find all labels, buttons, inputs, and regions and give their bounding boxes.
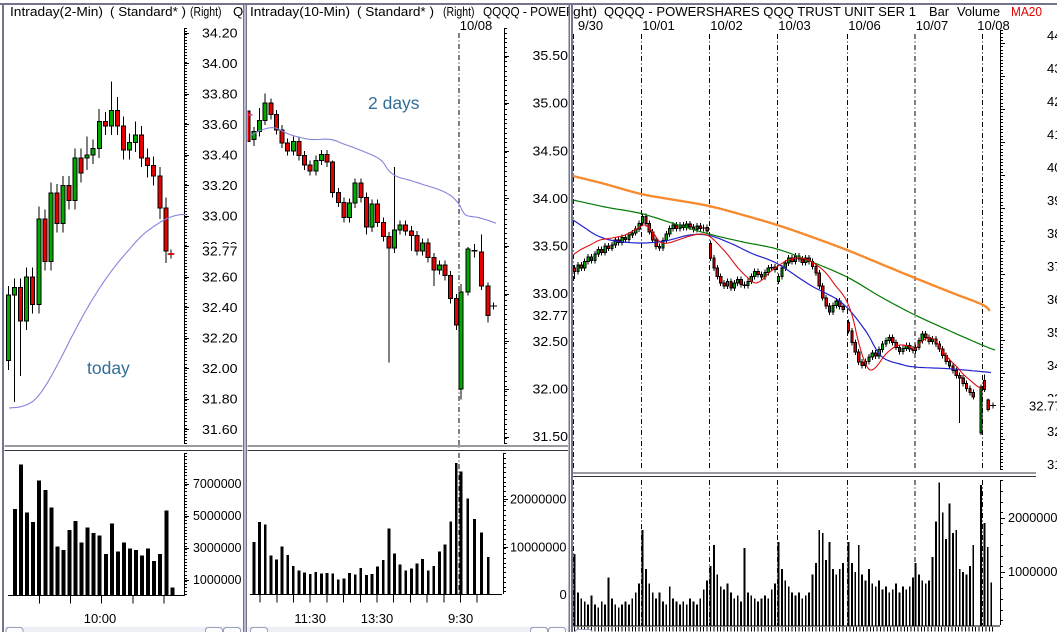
svg-text:31.80: 31.80	[202, 391, 238, 406]
svg-text:37.00: 37.00	[1047, 259, 1057, 274]
svg-text:13:30: 13:30	[361, 611, 394, 626]
svg-text:34.00: 34.00	[202, 56, 238, 71]
svg-text:34.20: 34.20	[202, 25, 238, 40]
svg-text:( Standard* ): ( Standard* )	[357, 4, 434, 19]
svg-text:today: today	[87, 358, 130, 378]
svg-text:( Standard* ): ( Standard* )	[110, 4, 186, 19]
svg-text:10:00: 10:00	[84, 611, 117, 626]
svg-text:39.00: 39.00	[1047, 193, 1057, 208]
svg-text:QQQQ: QQQQ	[233, 4, 274, 19]
svg-text:9/30: 9/30	[578, 18, 603, 33]
svg-text:42.00: 42.00	[1047, 94, 1057, 109]
svg-text:10/08: 10/08	[460, 18, 493, 33]
svg-text:41.00: 41.00	[1047, 127, 1057, 142]
svg-text:QQQQ - POWERSHARES QQQ TRUST U: QQQQ - POWERSHARES QQQ TRUST UNIT SER 1	[604, 4, 916, 19]
svg-text:5000000: 5000000	[193, 508, 242, 523]
svg-text:33.50: 33.50	[533, 239, 569, 254]
svg-text:35.50: 35.50	[533, 48, 569, 63]
svg-text:36.00: 36.00	[1047, 292, 1057, 307]
svg-text:(Right): (Right)	[443, 4, 475, 19]
svg-text:32.20: 32.20	[202, 330, 238, 345]
svg-text:Bar: Bar	[929, 4, 950, 19]
svg-text:3000000: 3000000	[193, 540, 242, 555]
svg-text:32.50: 32.50	[533, 334, 569, 349]
svg-text:34.50: 34.50	[533, 143, 569, 158]
svg-text:10/02: 10/02	[710, 18, 743, 33]
svg-text:10/08: 10/08	[977, 18, 1010, 33]
svg-text:(Right): (Right)	[190, 4, 222, 19]
svg-text:33.60: 33.60	[202, 117, 238, 132]
svg-text:34.00: 34.00	[533, 191, 569, 206]
svg-text:32.60: 32.60	[202, 269, 238, 284]
svg-text:32.00: 32.00	[533, 382, 569, 397]
svg-text:33.40: 33.40	[202, 147, 238, 162]
svg-text:32.77: 32.77	[202, 243, 238, 258]
svg-text:10/03: 10/03	[778, 18, 811, 33]
svg-text:ght): ght)	[573, 4, 597, 19]
svg-text:10/01: 10/01	[642, 18, 675, 33]
svg-text:32.77: 32.77	[533, 308, 569, 323]
svg-text:2 days: 2 days	[368, 93, 420, 113]
svg-text:32.00: 32.00	[1047, 424, 1057, 439]
svg-text:0: 0	[560, 587, 567, 602]
svg-text:QQQQ - POWERSHARES: QQQQ - POWERSHARES	[483, 4, 623, 19]
svg-text:9:30: 9:30	[448, 611, 473, 626]
svg-text:32.77: 32.77	[1029, 399, 1057, 414]
svg-text:11:30: 11:30	[294, 611, 326, 626]
svg-text:7000000: 7000000	[193, 476, 242, 491]
svg-text:10000000: 10000000	[510, 539, 567, 554]
svg-text:Intraday(10-Min): Intraday(10-Min)	[250, 4, 350, 19]
svg-text:38.00: 38.00	[1047, 226, 1057, 241]
svg-text:35.00: 35.00	[533, 96, 569, 111]
svg-text:MA20: MA20	[1011, 4, 1042, 19]
svg-text:44.00: 44.00	[1047, 28, 1057, 43]
svg-text:20000000: 20000000	[510, 492, 567, 507]
svg-text:32.40: 32.40	[202, 300, 238, 315]
svg-text:31.50: 31.50	[533, 429, 569, 444]
svg-text:2000000: 2000000	[1008, 510, 1057, 525]
svg-text:35.00: 35.00	[1047, 325, 1057, 340]
svg-text:33.00: 33.00	[533, 286, 569, 301]
svg-text:33.80: 33.80	[202, 86, 238, 101]
svg-text:32.00: 32.00	[202, 361, 238, 376]
svg-text:31.00: 31.00	[1047, 457, 1057, 472]
svg-text:40.00: 40.00	[1047, 160, 1057, 175]
svg-text:43.00: 43.00	[1047, 61, 1057, 76]
svg-text:33.00: 33.00	[202, 208, 238, 223]
svg-text:Volume: Volume	[957, 4, 1000, 19]
svg-text:34.00: 34.00	[1047, 358, 1057, 373]
svg-text:1000000: 1000000	[1008, 564, 1057, 579]
svg-text:Intraday(2-Min): Intraday(2-Min)	[10, 4, 103, 19]
svg-text:10/07: 10/07	[916, 18, 949, 33]
svg-text:33.20: 33.20	[202, 178, 238, 193]
svg-text:31.60: 31.60	[202, 422, 238, 437]
svg-text:10/06: 10/06	[848, 18, 881, 33]
svg-text:1000000: 1000000	[193, 572, 242, 587]
